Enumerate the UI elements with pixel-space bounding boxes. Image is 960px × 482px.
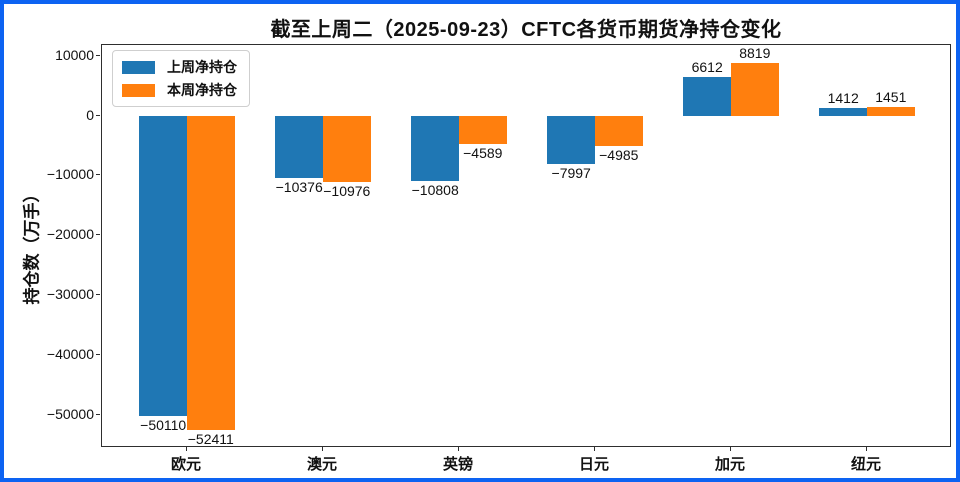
bar-value-label: −4985 <box>599 146 639 163</box>
bar-value-label: 1412 <box>827 89 859 106</box>
y-tick-mark <box>96 174 100 176</box>
bar-value-label: −10376 <box>275 179 323 196</box>
legend-label-this-week: 本周净持仓 <box>167 82 237 98</box>
x-tick-mark <box>593 447 595 451</box>
bar-value-label: −4589 <box>463 144 503 161</box>
y-tick-label: −40000 <box>46 345 94 362</box>
bar <box>459 116 507 144</box>
x-tick-label: 日元 <box>578 456 609 473</box>
x-tick-label: 澳元 <box>306 456 337 473</box>
bar-value-label: −7997 <box>551 164 591 181</box>
legend-swatch-last-week <box>122 60 155 74</box>
y-tick-label: −30000 <box>46 286 94 303</box>
bar-value-label: −52411 <box>187 430 234 447</box>
legend-label-last-week: 上周净持仓 <box>167 59 237 75</box>
x-tick-label: 英镑 <box>442 456 473 473</box>
bar <box>819 107 867 117</box>
legend-entry-this-week: 本周净持仓 <box>122 82 237 98</box>
legend: 上周净持仓 本周净持仓 <box>112 50 250 107</box>
legend-entry-last-week: 上周净持仓 <box>122 59 237 75</box>
y-tick-mark <box>96 294 100 296</box>
bar-value-label: 6612 <box>691 58 723 75</box>
bar <box>275 116 323 179</box>
y-tick-label: −10000 <box>46 166 94 183</box>
bar <box>323 116 371 182</box>
bar <box>683 76 731 117</box>
bar <box>595 116 643 146</box>
y-tick-mark <box>96 413 100 415</box>
bar-value-label: −10976 <box>323 182 371 199</box>
chart-title: 截至上周二（2025-09-23）CFTC各货币期货净持仓变化 <box>270 19 782 41</box>
y-tick-mark <box>96 54 100 56</box>
bar <box>547 116 595 164</box>
y-tick-mark <box>96 353 100 355</box>
bar <box>411 116 459 181</box>
y-tick-mark <box>96 234 100 236</box>
x-tick-mark <box>185 447 187 451</box>
x-tick-mark <box>865 447 867 451</box>
x-tick-mark <box>729 447 731 451</box>
y-tick-mark <box>96 114 100 116</box>
bar <box>731 63 779 117</box>
y-tick-label: 10000 <box>55 46 94 63</box>
x-tick-mark <box>321 447 323 451</box>
legend-swatch-this-week <box>122 83 155 97</box>
bar <box>867 107 915 117</box>
y-tick-label: −20000 <box>46 226 94 243</box>
y-tick-label: −50000 <box>46 405 94 422</box>
bar-value-label: −50110 <box>140 416 187 433</box>
plot-area: 上周净持仓 本周净持仓 −50110 −10376 −10808 −7997 6612 1… <box>101 44 951 447</box>
bar-value-label: 1451 <box>875 89 907 106</box>
bar-value-label: 8819 <box>739 45 771 62</box>
x-tick-label: 欧元 <box>170 456 201 473</box>
bar-value-label: −10808 <box>411 181 459 198</box>
y-tick-label: 0 <box>86 106 94 123</box>
x-tick-label: 纽元 <box>850 456 881 473</box>
x-tick-label: 加元 <box>714 456 745 473</box>
bar <box>187 116 235 430</box>
x-tick-mark <box>457 447 459 451</box>
bar <box>139 116 187 416</box>
